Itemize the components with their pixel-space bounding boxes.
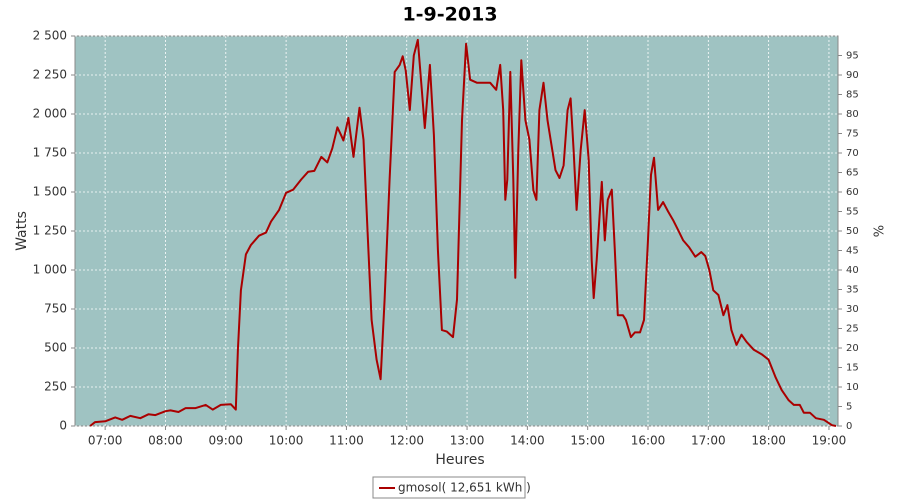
data-line (89, 38, 837, 427)
y2-tick-label: 75 (846, 129, 859, 140)
y-tick-label: 1 000 (33, 263, 67, 277)
y-tick-label: 750 (44, 302, 67, 316)
legend-label: gmosol( 12,651 kWh ) (398, 481, 531, 495)
y2-tick-label: 70 (846, 148, 859, 159)
y2-tick-label: 5 (846, 402, 852, 413)
x-tick-label: 16:00 (631, 434, 666, 448)
y2-tick-label: 25 (846, 324, 859, 335)
x-tick-label: 09:00 (208, 434, 243, 448)
y2-tick-label: 35 (846, 285, 859, 296)
y-axis-label: Watts (14, 211, 30, 251)
x-tick-label: 17:00 (691, 434, 726, 448)
x-tick-label: 08:00 (148, 434, 183, 448)
y2-tick-label: 95 (846, 51, 859, 62)
y2-tick-label: 30 (846, 304, 859, 315)
y-tick-label: 250 (44, 380, 67, 394)
y2-tick-label: 55 (846, 207, 859, 218)
x-tick-label: 19:00 (812, 434, 847, 448)
y2-tick-label: 40 (846, 265, 859, 276)
y2-tick-label: 90 (846, 70, 859, 81)
y2-tick-label: 85 (846, 90, 859, 101)
y-tick-label: 2 500 (33, 29, 67, 43)
x-tick-label: 07:00 (88, 434, 123, 448)
y2-tick-label: 80 (846, 109, 859, 120)
y2-tick-label: 45 (846, 246, 859, 257)
y-tick-label: 500 (44, 341, 67, 355)
y-tick-label: 1 500 (33, 185, 67, 199)
y2-tick-label: 15 (846, 363, 859, 374)
x-tick-label: 12:00 (389, 434, 424, 448)
y-tick-label: 1 250 (33, 224, 67, 238)
x-tick-label: 10:00 (269, 434, 304, 448)
x-tick-label: 18:00 (751, 434, 786, 448)
y-tick-label: 2 250 (33, 68, 67, 82)
y2-axis-label: % (873, 225, 888, 237)
y2-tick-label: 50 (846, 226, 859, 237)
y-tick-label: 2 000 (33, 107, 67, 121)
x-axis-label: Heures (435, 452, 484, 468)
y-tick-label: 0 (59, 419, 67, 433)
y2-tick-label: 10 (846, 382, 859, 393)
y2-tick-label: 60 (846, 187, 859, 198)
y2-tick-label: 20 (846, 343, 859, 354)
x-tick-label: 13:00 (450, 434, 485, 448)
y2-tick-label: 65 (846, 168, 859, 179)
x-tick-label: 11:00 (329, 434, 364, 448)
x-tick-label: 14:00 (510, 434, 545, 448)
legend: gmosol( 12,651 kWh ) (372, 476, 531, 499)
chart-title: 1-9-2013 (402, 4, 497, 26)
x-tick-label: 15:00 (570, 434, 605, 448)
y2-tick-label: 0 (846, 421, 852, 432)
legend-box (372, 476, 526, 499)
y-tick-label: 1 750 (33, 146, 67, 160)
